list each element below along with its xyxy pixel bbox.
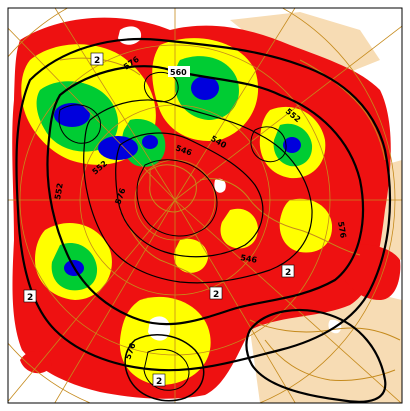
contour-label: 546 (240, 253, 258, 265)
contour-label: 576 (336, 221, 348, 239)
box-label: 2 (94, 56, 100, 66)
box-label: 2 (156, 377, 162, 387)
contour-label: 552 (53, 182, 65, 200)
box-label: 2 (213, 290, 219, 300)
map-border (7, 7, 403, 404)
boxed-labels: 2 2 2 2 2 (23, 52, 295, 387)
box-label: 2 (285, 268, 291, 278)
box-label: 2 (27, 293, 33, 303)
geopotential-contours (15, 37, 392, 403)
contour-label: 560 (170, 68, 187, 77)
